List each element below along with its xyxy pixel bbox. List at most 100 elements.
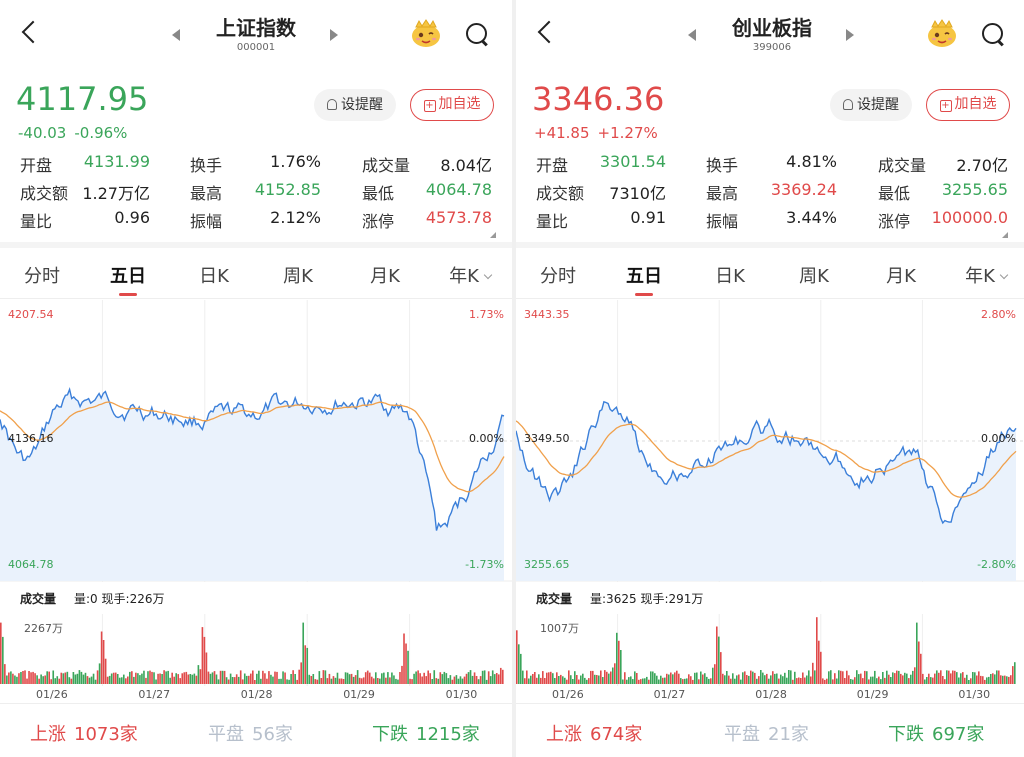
volume-bar — [60, 672, 63, 684]
tab-3[interactable]: 周K — [268, 262, 328, 288]
volume-bar — [850, 679, 852, 684]
volume-bar — [312, 674, 315, 684]
volume-bar — [463, 676, 466, 684]
price-change: -40.03 -0.96% — [18, 124, 135, 142]
volume-bar — [38, 678, 40, 684]
volume-bar — [964, 677, 966, 684]
stat-value: 100000.0 — [931, 208, 1008, 227]
volume-bar — [612, 667, 614, 684]
stats-row: 成交额 1.27万亿 最高 4152.85 最低 4064.78 — [20, 180, 500, 206]
prev-index-icon[interactable] — [172, 29, 180, 41]
decliners-value: 1215家 — [416, 724, 480, 745]
volume-bar — [882, 672, 884, 684]
volume-bar — [381, 673, 383, 684]
volume-bar — [968, 680, 970, 684]
stat-label: 成交量 — [878, 156, 927, 175]
advancers-label: 上涨 — [30, 724, 66, 745]
volume-bar — [36, 675, 38, 684]
volume-bar — [161, 674, 163, 684]
volume-bar — [258, 670, 260, 684]
add-watchlist-button[interactable]: + 加自选 — [926, 89, 1010, 121]
volume-bar — [383, 672, 385, 684]
volume-bar — [94, 679, 97, 684]
volume-bar — [1014, 662, 1016, 684]
prev-index-icon[interactable] — [688, 29, 696, 41]
search-icon[interactable] — [981, 22, 1005, 46]
volume-bar — [898, 670, 900, 684]
date-label: 01/29 — [343, 688, 375, 701]
volume-bar — [894, 673, 896, 684]
tab-4[interactable]: 月K — [355, 262, 415, 288]
volume-bar — [155, 679, 157, 684]
volume-bar — [804, 677, 806, 684]
volume-bar — [181, 673, 184, 684]
volume-bar — [1008, 676, 1010, 684]
set-alert-button[interactable]: 设提醒 — [830, 89, 912, 121]
volume-bar — [886, 670, 888, 684]
volume-bar — [956, 672, 958, 684]
mascot-icon[interactable] — [410, 18, 442, 48]
tab-5[interactable]: 年K — [440, 262, 500, 288]
tab-1[interactable]: 五日 — [98, 262, 158, 288]
volume-bar — [552, 673, 554, 684]
volume-bar — [644, 678, 646, 684]
volume-bar — [10, 671, 12, 684]
volume-bar — [538, 674, 540, 684]
volume-bar — [916, 622, 918, 684]
volume-bar — [790, 670, 792, 684]
tab-0[interactable]: 分时 — [12, 262, 72, 288]
volume-bar — [284, 672, 286, 684]
volume-bar — [348, 674, 351, 684]
quote-panel-399006: 创业板指 399006 3346.36 +41.85 +1.27% 设提醒 + 加自选 开盘 33… — [516, 0, 1024, 757]
next-index-icon[interactable] — [846, 29, 854, 41]
axis-pct-top: 2.80% — [981, 308, 1016, 321]
tab-0[interactable]: 分时 — [528, 262, 588, 288]
volume-bar — [350, 673, 353, 684]
volume-bar — [127, 676, 129, 684]
volume-bar — [682, 679, 684, 684]
volume-bar — [205, 652, 208, 684]
back-arrow-icon[interactable] — [536, 20, 556, 44]
tab-4[interactable]: 月K — [871, 262, 931, 288]
search-icon[interactable] — [465, 22, 489, 46]
tab-2[interactable]: 日K — [184, 262, 244, 288]
volume-bar — [884, 677, 886, 684]
tab-5[interactable]: 年K — [956, 262, 1016, 288]
volume-bar — [674, 672, 676, 684]
volume-bar — [429, 673, 432, 684]
volume-bar — [131, 671, 133, 684]
volume-bar — [129, 671, 131, 684]
volume-bar — [676, 670, 678, 684]
advancers-label: 上涨 — [546, 724, 582, 745]
volume-bar — [648, 679, 650, 684]
volume-bar — [592, 670, 594, 684]
volume-bar — [256, 673, 258, 684]
tab-label: 周K — [283, 266, 313, 287]
volume-bar — [784, 672, 786, 684]
volume-bar — [516, 630, 518, 684]
tab-3[interactable]: 周K — [784, 262, 844, 288]
volume-bar — [716, 626, 718, 684]
volume-bar — [437, 678, 440, 684]
set-alert-button[interactable]: 设提醒 — [314, 89, 396, 121]
volume-bar — [338, 678, 341, 684]
volume-bar — [596, 675, 598, 684]
volume-bar — [660, 675, 662, 684]
tab-2[interactable]: 日K — [700, 262, 760, 288]
volume-bar — [958, 677, 960, 684]
expand-corner-icon[interactable] — [490, 232, 496, 238]
index-code: 000001 — [236, 42, 276, 53]
volume-bar — [714, 664, 716, 684]
volume-bar — [802, 672, 804, 684]
expand-corner-icon[interactable] — [1002, 232, 1008, 238]
tab-1[interactable]: 五日 — [614, 262, 674, 288]
volume-bar — [870, 676, 872, 684]
next-index-icon[interactable] — [330, 29, 338, 41]
mascot-icon[interactable] — [926, 18, 958, 48]
volume-bar — [40, 674, 42, 684]
volume-bar — [179, 678, 182, 684]
volume-bar — [738, 674, 740, 684]
add-watchlist-button[interactable]: + 加自选 — [410, 89, 494, 121]
back-arrow-icon[interactable] — [20, 20, 40, 44]
volume-bar — [680, 678, 682, 684]
